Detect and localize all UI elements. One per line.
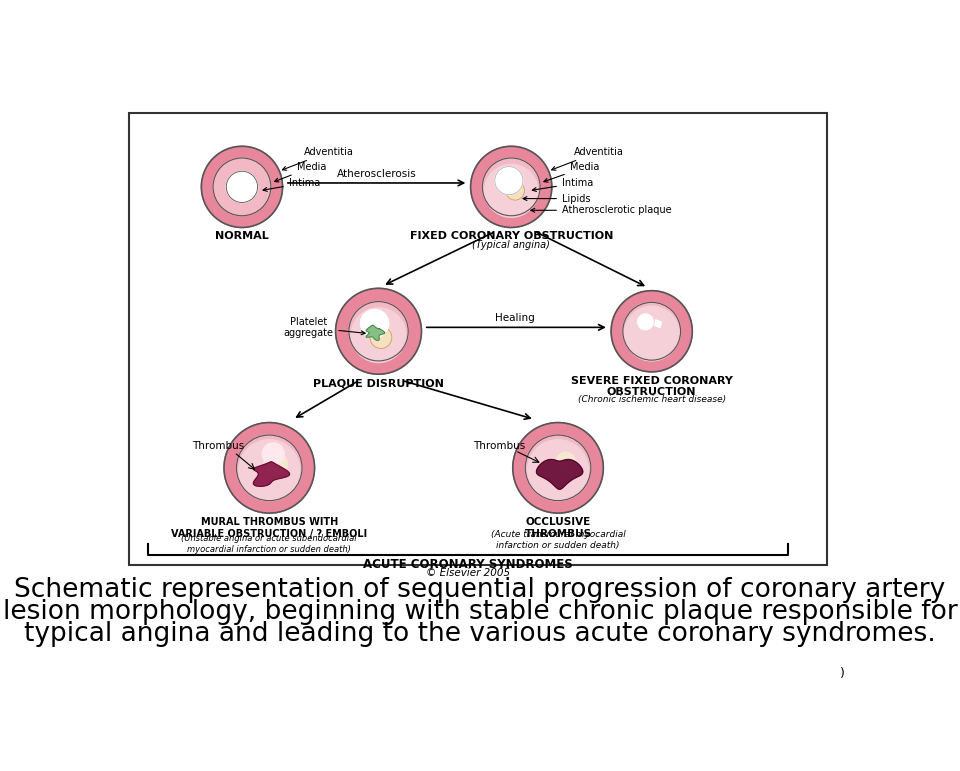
Circle shape [336,288,421,374]
Circle shape [236,435,302,500]
Circle shape [262,443,284,465]
Circle shape [494,167,523,194]
Circle shape [202,146,282,227]
Text: SEVERE FIXED CORONARY
OBSTRUCTION: SEVERE FIXED CORONARY OBSTRUCTION [571,375,732,397]
Text: OCCLUSIVE
THROMBUS: OCCLUSIVE THROMBUS [524,517,591,539]
Text: FIXED CORONARY OBSTRUCTION: FIXED CORONARY OBSTRUCTION [410,231,612,241]
Circle shape [239,439,300,500]
Text: Intima: Intima [263,178,320,191]
Circle shape [624,306,679,361]
Circle shape [348,301,408,361]
Text: (Typical angina): (Typical angina) [472,240,550,250]
Text: (Unstable angina or acute subendocardial
myocardial infarction or sudden death): (Unstable angina or acute subendocardial… [181,534,357,554]
Text: Intima: Intima [533,178,593,191]
Text: Adventitia: Adventitia [552,146,624,170]
Text: (Chronic ischemic heart disease): (Chronic ischemic heart disease) [578,396,726,404]
Circle shape [213,158,271,216]
Text: Thrombus: Thrombus [473,441,526,451]
Text: © Elsevier 2005: © Elsevier 2005 [426,567,511,577]
Circle shape [637,314,653,330]
Text: lesion morphology, beginning with stable chronic plaque responsible for: lesion morphology, beginning with stable… [3,599,957,625]
Circle shape [513,423,603,513]
Circle shape [623,302,681,360]
Circle shape [264,453,287,476]
Text: Media: Media [544,163,599,182]
Circle shape [361,309,389,338]
Circle shape [351,308,406,362]
Circle shape [525,435,590,500]
Text: (Acute transmural myocardial
infarction or sudden death): (Acute transmural myocardial infarction … [491,530,625,550]
Text: Thrombus: Thrombus [192,441,245,451]
Polygon shape [366,325,385,341]
Text: Healing: Healing [495,314,535,324]
Polygon shape [253,462,290,487]
Circle shape [528,439,588,500]
Circle shape [557,453,575,471]
Text: ): ) [840,667,845,680]
Text: ACUTE CORONARY SYNDROMES: ACUTE CORONARY SYNDROMES [364,558,573,571]
Text: NORMAL: NORMAL [215,231,269,241]
Circle shape [612,291,692,372]
Text: typical angina and leading to the various acute coronary syndromes.: typical angina and leading to the variou… [24,621,936,647]
Text: MURAL THROMBUS WITH
VARIABLE OBSTRUCTION / ? EMBOLI: MURAL THROMBUS WITH VARIABLE OBSTRUCTION… [171,517,368,539]
FancyBboxPatch shape [129,113,828,565]
Circle shape [470,146,552,227]
Circle shape [485,164,538,217]
Text: Platelet
aggregate: Platelet aggregate [283,317,365,338]
Circle shape [370,327,392,348]
Polygon shape [537,460,583,490]
Text: Lipids: Lipids [523,194,590,204]
Text: Atherosclerotic plaque: Atherosclerotic plaque [531,205,672,215]
Circle shape [227,171,257,203]
Text: Schematic representation of sequential progression of coronary artery: Schematic representation of sequential p… [14,577,946,603]
Text: Atherosclerosis: Atherosclerosis [337,169,417,179]
Circle shape [224,423,315,513]
Text: PLAQUE DISRUPTION: PLAQUE DISRUPTION [313,378,444,388]
Text: Media: Media [275,163,326,182]
Circle shape [482,158,540,216]
Circle shape [506,181,524,200]
Text: Adventitia: Adventitia [282,146,354,170]
